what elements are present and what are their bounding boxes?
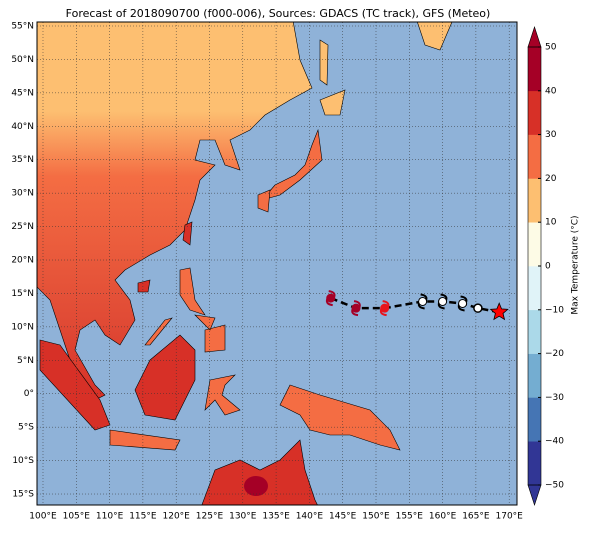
lat-label: 30°N [11,189,34,199]
colorbar-label: Max Temperature (°C) [571,215,581,314]
lon-label: 140°E [296,512,324,522]
track-point [438,296,448,306]
colorbar-bin [528,90,541,135]
land [37,22,453,505]
map-frame [36,21,518,506]
lat-label: 40°N [11,122,34,132]
lat-label: 20°N [11,256,34,266]
lat-label: 5°N [17,356,34,366]
colorbar-bin [528,47,541,92]
colorbar-tick-label: 20 [545,174,557,184]
lat-label: 25°N [11,222,34,232]
colorbar-bin [528,397,541,442]
lat-label: 35°N [11,155,34,165]
colorbar-tick-label: −40 [545,437,564,447]
lon-label: 125°E [196,512,224,522]
colorbar-tick-label: 50 [545,43,557,53]
lon-label: 135°E [262,512,290,522]
track-point [351,303,361,313]
lon-label: 145°E [329,512,357,522]
colorbar-bin [528,266,541,311]
track-point [380,303,390,313]
colorbar-tick-label: −10 [545,305,564,315]
track-point [489,302,509,321]
lon-label: 120°E [163,512,191,522]
lat-label: 5°S [18,423,34,433]
lat-label: 10°N [11,322,34,332]
colorbar-extend [527,484,542,506]
lon-label: 105°E [63,512,91,522]
track-point [458,298,468,308]
track-point [418,296,428,306]
map-title: Forecast of 2018090700 (f000-006), Sourc… [66,7,491,20]
colorbar-tick-label: 0 [545,262,551,272]
lon-label: 155°E [396,512,424,522]
colorbar-bin [528,178,541,223]
track-point [326,293,336,303]
lat-label: 15°N [11,289,34,299]
colorbar-bin [528,309,541,354]
colorbar-tick-label: −50 [545,481,564,491]
lat-label: 50°N [11,55,34,65]
colorbar-tick-label: 40 [545,86,557,96]
lat-label: 10°S [12,456,34,466]
lat-label: 15°S [12,490,34,500]
colorbar-tick-label: 30 [545,130,557,140]
colorbar-bin [528,353,541,398]
lon-label: 100°E [29,512,57,522]
lat-label: 45°N [11,88,34,98]
lon-label: 110°E [96,512,124,522]
colorbar-tick-label: 10 [545,218,557,228]
lon-label: 150°E [362,512,390,522]
colorbar-bin [528,441,541,486]
track-point [473,303,483,313]
colorbar-bin [528,134,541,179]
lon-label: 115°E [129,512,157,522]
colorbar-tick-label: −20 [545,349,564,359]
lon-label: 165°E [462,512,490,522]
colorbar-tick-label: −30 [545,393,564,403]
lat-label: 0° [24,389,34,399]
lon-label: 160°E [429,512,457,522]
colorbar-extend [527,26,542,48]
lat-label: 55°N [11,22,34,32]
lon-label: 130°E [229,512,257,522]
lon-label: 170°E [496,512,524,522]
colorbar-bin [528,222,541,267]
